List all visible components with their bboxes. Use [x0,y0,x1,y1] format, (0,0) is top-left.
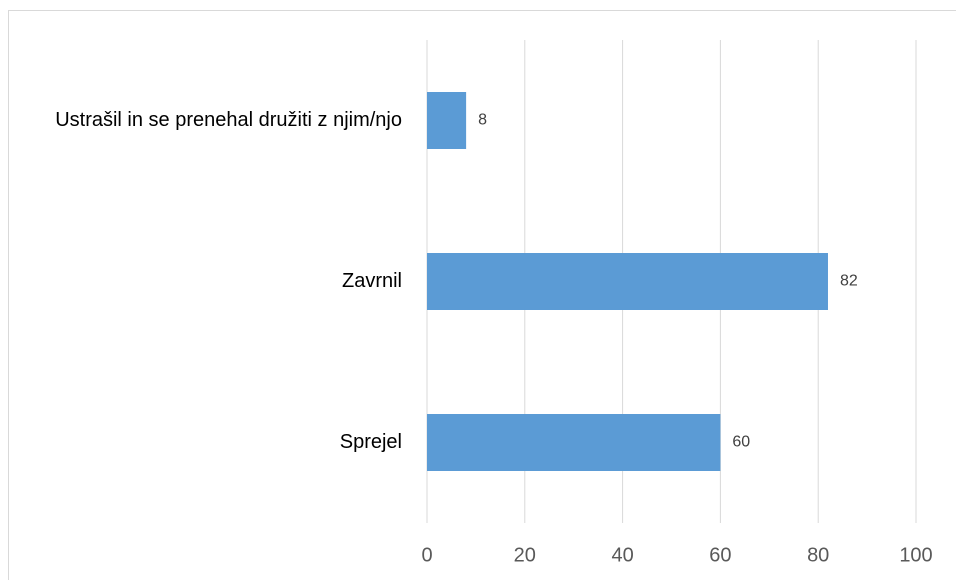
data-label: 82 [840,273,858,290]
y-tick-label: Ustrašil in se prenehal družiti z njim/n… [55,109,402,131]
y-tick-label: Zavrnil [342,270,402,292]
bar [427,414,721,471]
x-tick-label: 80 [807,544,829,566]
x-tick-label: 100 [899,544,932,566]
data-label: 60 [732,434,750,451]
data-label: 8 [478,112,487,129]
x-tick-label: 0 [421,544,432,566]
x-tick-label: 60 [709,544,731,566]
x-tick-label: 20 [514,544,536,566]
bar [427,253,828,310]
bar [427,92,467,149]
y-tick-label: Sprejel [340,431,402,453]
x-tick-label: 40 [611,544,633,566]
